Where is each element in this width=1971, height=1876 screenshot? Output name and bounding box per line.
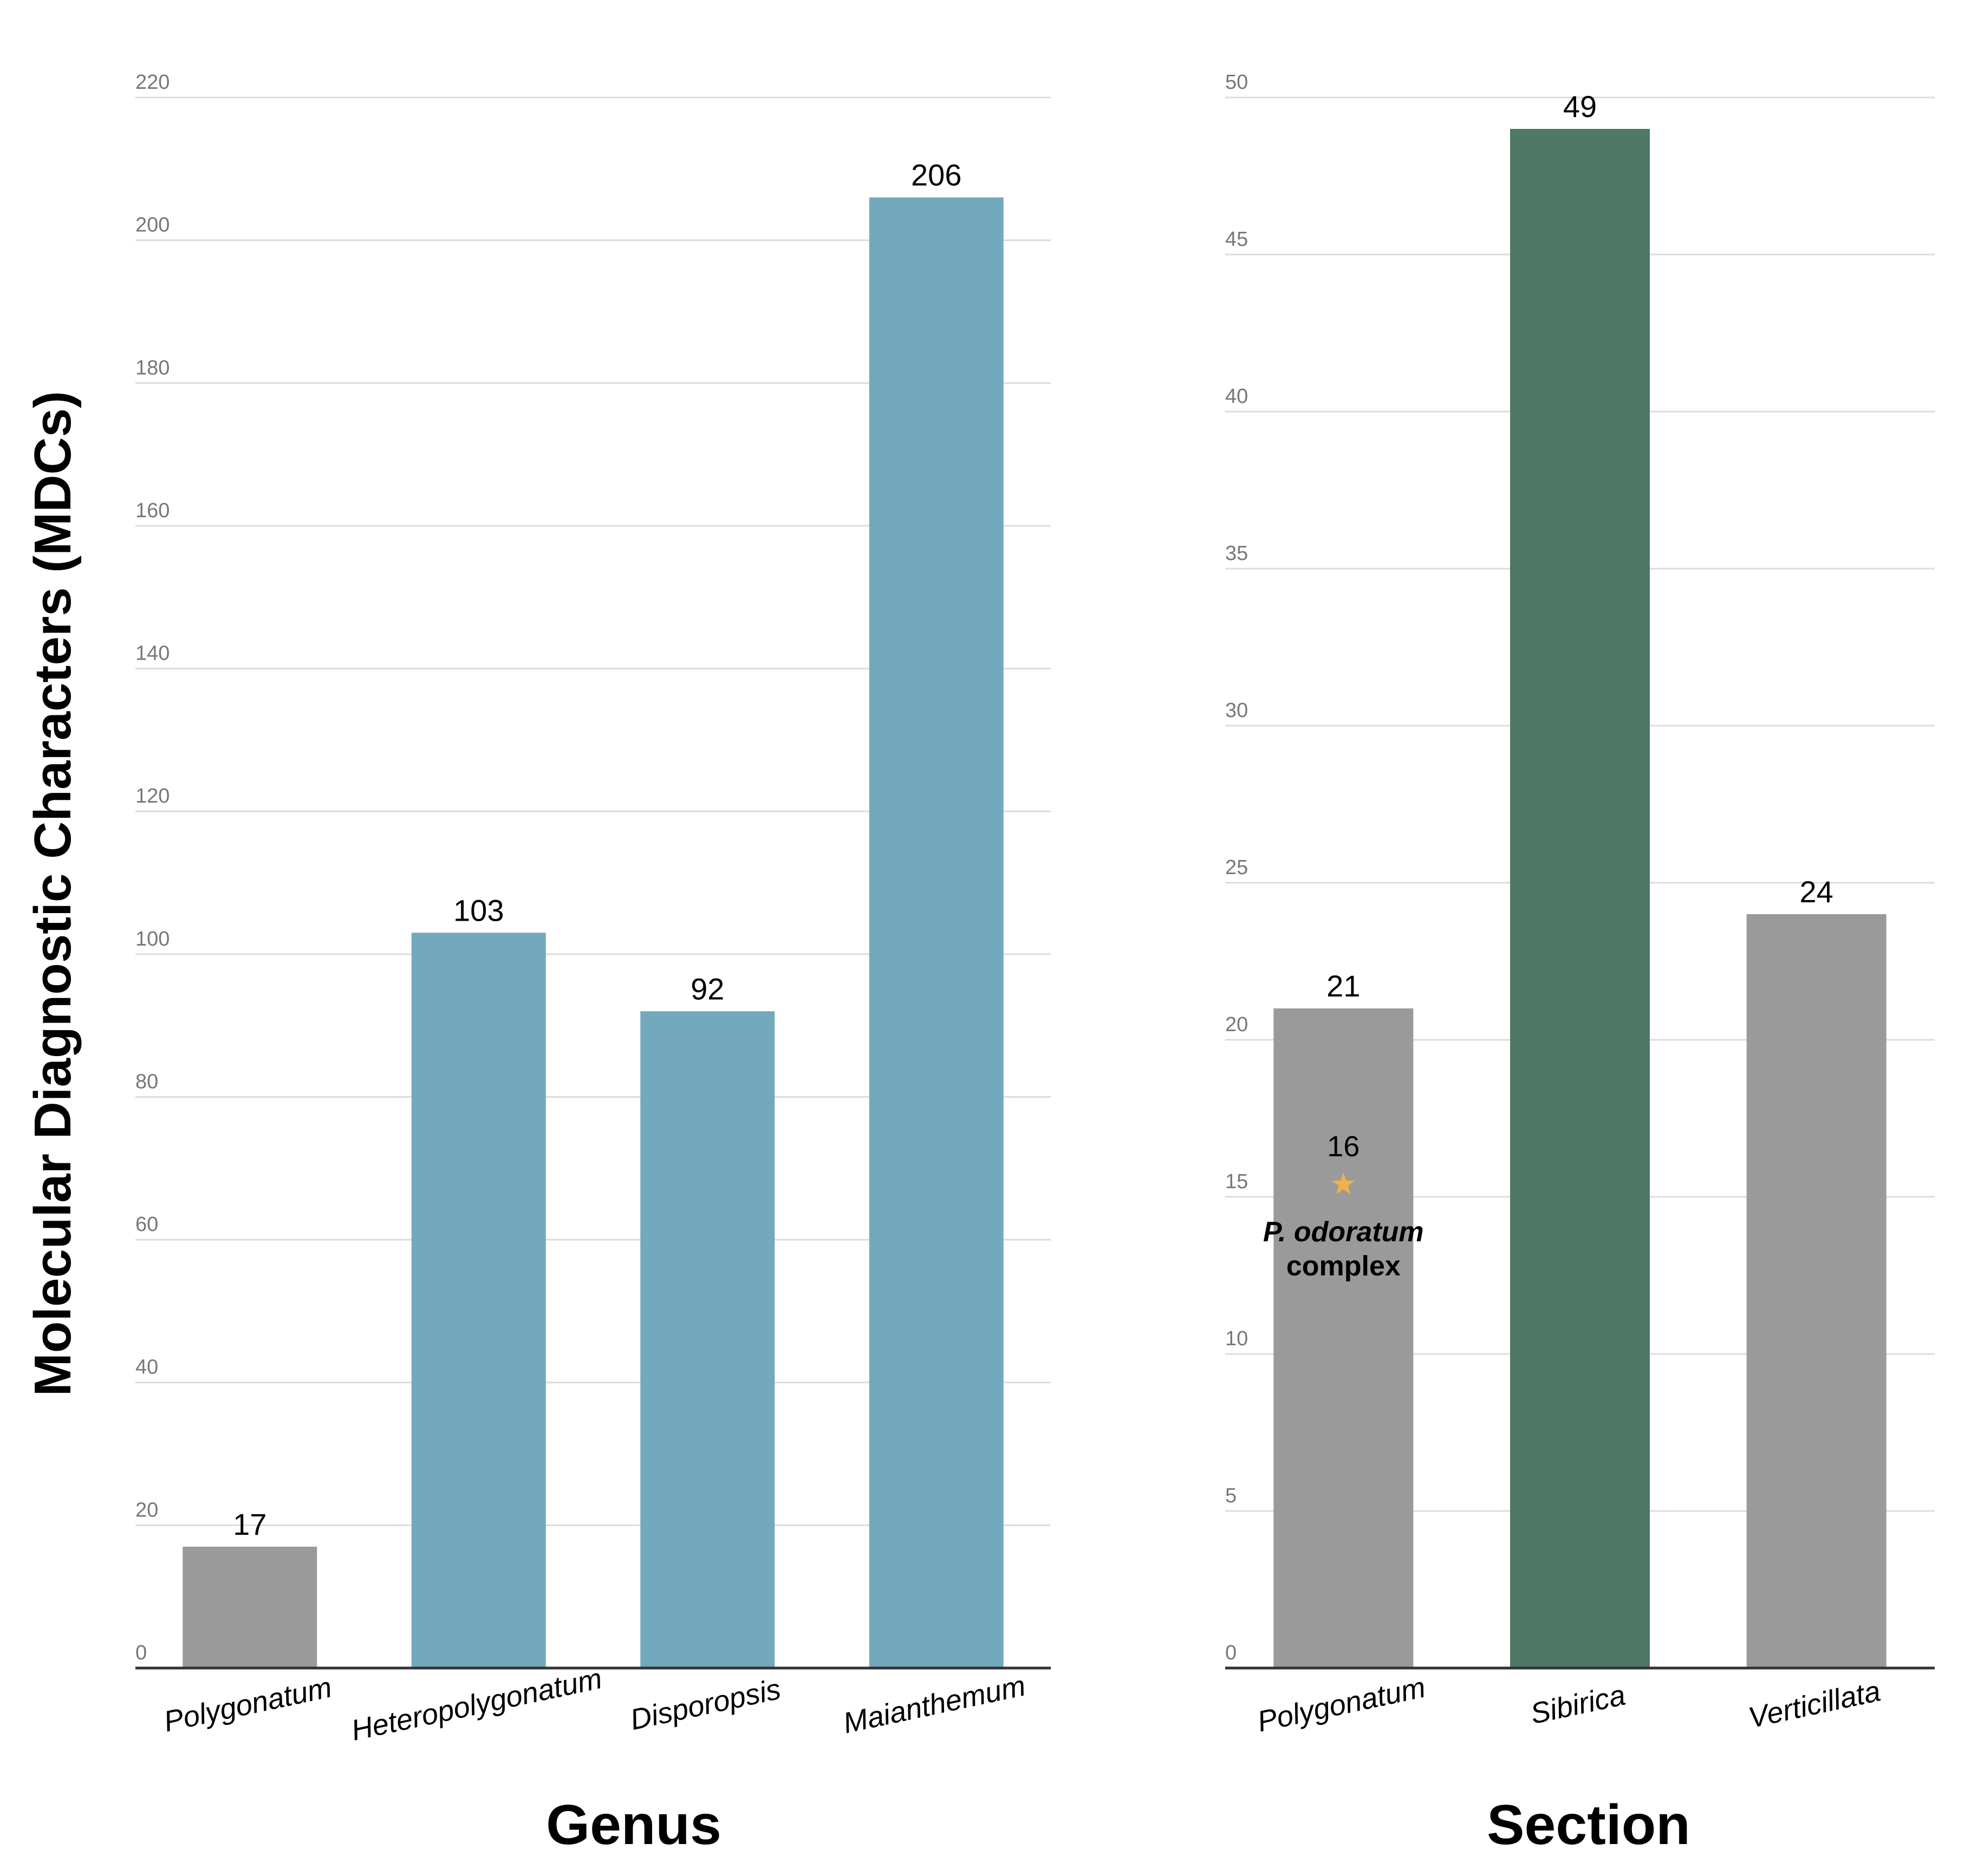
genus-category-label: Polygonatum	[161, 1671, 335, 1738]
genus-bar	[183, 1546, 317, 1668]
section-y-tick-label: 15	[1225, 1170, 1248, 1193]
genus-x-axis-title: Genus	[546, 1794, 721, 1857]
section-y-tick-label: 35	[1225, 542, 1248, 565]
section-data-label: 21	[1326, 969, 1360, 1003]
genus-y-tick-label: 60	[135, 1213, 158, 1236]
genus-y-tick-label: 20	[135, 1499, 158, 1521]
genus-y-tick-label: 160	[135, 499, 170, 522]
genus-y-tick-label: 40	[135, 1356, 158, 1379]
section-bar	[1746, 914, 1887, 1668]
section-y-tick-label: 40	[1225, 385, 1248, 408]
section-y-tick-label: 50	[1225, 71, 1248, 94]
section-category-label: Polygonatum	[1254, 1671, 1428, 1738]
annotation-complex-label: complex	[1286, 1250, 1401, 1282]
annotation-value-label: 16	[1327, 1130, 1359, 1163]
genus-category-label: Heteropolygonatum	[348, 1662, 604, 1747]
genus-category-label: Disporopsis	[627, 1673, 783, 1736]
section-category-label: Sibirica	[1527, 1679, 1628, 1731]
genus-data-label: 206	[911, 158, 961, 192]
genus-data-label: 17	[233, 1507, 266, 1541]
genus-y-tick-label: 80	[135, 1070, 158, 1093]
section-y-tick-label: 25	[1225, 856, 1248, 879]
y-axis-title: Molecular Diagnostic Characters (MDCs)	[24, 391, 82, 1396]
star-icon	[1332, 1172, 1355, 1194]
genus-bar	[869, 197, 1004, 1669]
genus-y-tick-label: 200	[135, 214, 170, 237]
genus-y-tick-label: 100	[135, 928, 170, 950]
section-y-tick-label: 5	[1225, 1484, 1237, 1507]
genus-y-tick-label: 120	[135, 785, 170, 807]
genus-y-tick-label: 140	[135, 642, 170, 665]
genus-bar	[411, 933, 546, 1668]
annotation-species-label: P. odoratum	[1263, 1216, 1424, 1248]
section-x-axis-title: Section	[1487, 1794, 1690, 1857]
genus-category-label: Maianthemum	[840, 1669, 1028, 1740]
section-data-label: 49	[1563, 89, 1597, 123]
genus-bar	[640, 1011, 775, 1668]
genus-y-tick-label: 180	[135, 356, 170, 379]
genus-data-label: 103	[453, 893, 504, 927]
section-category-label: Verticillata	[1746, 1675, 1883, 1734]
section-y-tick-label: 45	[1225, 228, 1248, 251]
section-y-tick-label: 10	[1225, 1327, 1248, 1350]
section-bar	[1510, 129, 1650, 1668]
section-y-tick-label: 0	[1225, 1642, 1237, 1664]
genus-data-label: 92	[691, 972, 724, 1006]
section-y-tick-label: 20	[1225, 1013, 1248, 1036]
section-y-tick-label: 30	[1225, 699, 1248, 722]
genus-y-tick-label: 0	[135, 1642, 147, 1664]
section-data-label: 24	[1800, 875, 1833, 909]
section-bar	[1273, 1008, 1414, 1668]
genus-y-tick-label: 220	[135, 71, 170, 94]
